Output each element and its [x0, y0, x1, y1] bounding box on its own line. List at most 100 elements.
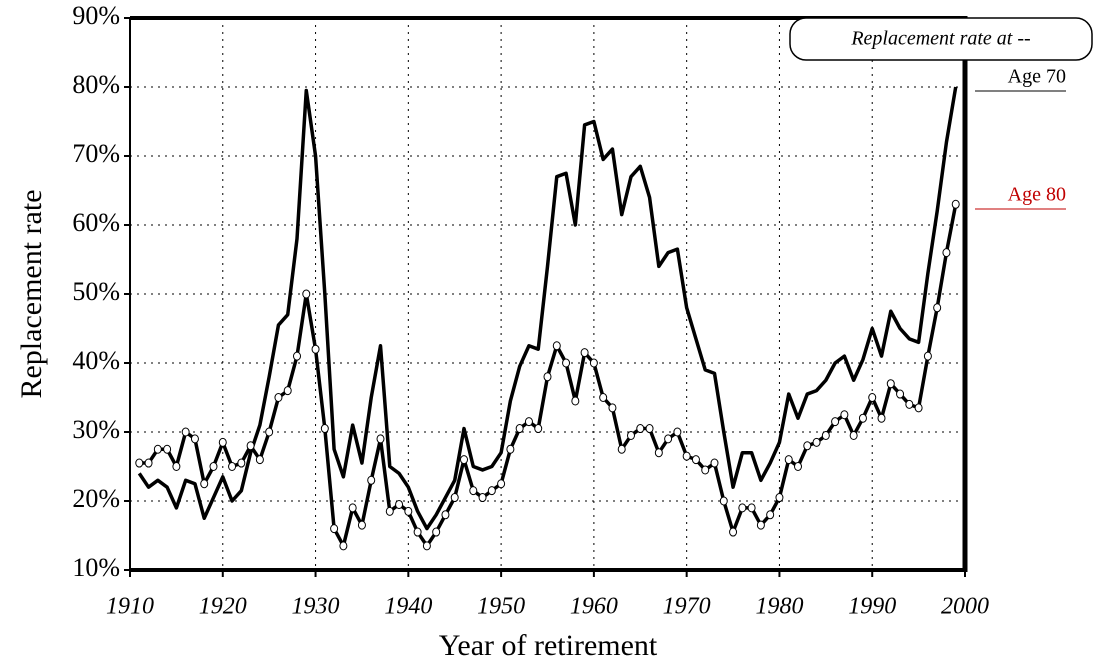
x-tick-label: 1960 — [570, 594, 618, 620]
y-tick-label: 70% — [72, 139, 120, 168]
marker — [923, 351, 932, 361]
marker — [311, 344, 320, 354]
marker — [645, 424, 654, 434]
y-tick-label: 90% — [72, 1, 120, 30]
marker — [562, 358, 571, 368]
marker — [858, 413, 867, 423]
marker — [218, 437, 227, 447]
marker — [766, 510, 775, 520]
marker — [320, 424, 329, 434]
marker — [654, 448, 663, 458]
marker — [385, 506, 394, 516]
marker — [265, 427, 274, 437]
marker — [357, 520, 366, 530]
marker — [933, 303, 942, 313]
marker — [450, 493, 459, 503]
x-tick-label: 1970 — [663, 594, 711, 620]
y-tick-label: 60% — [72, 208, 120, 237]
marker — [589, 358, 598, 368]
x-tick-label: 1920 — [199, 594, 247, 620]
marker — [840, 410, 849, 420]
marker — [339, 541, 348, 551]
marker — [144, 458, 153, 468]
y-tick-label: 20% — [72, 484, 120, 513]
marker — [849, 430, 858, 440]
y-tick-label: 30% — [72, 415, 120, 444]
marker — [255, 455, 264, 465]
marker — [738, 503, 747, 513]
marker — [951, 199, 960, 209]
y-tick-label: 80% — [72, 70, 120, 99]
marker — [701, 465, 710, 475]
legend-title: Replacement rate at -- — [850, 28, 1030, 50]
marker — [729, 527, 738, 537]
marker — [293, 351, 301, 361]
marker — [246, 441, 255, 451]
marker — [794, 462, 802, 471]
marker — [422, 541, 431, 551]
x-tick-label: 1990 — [848, 594, 896, 620]
marker — [682, 451, 691, 461]
marker — [627, 430, 635, 440]
legend-label: Age 80 — [1008, 184, 1066, 206]
marker — [942, 248, 951, 258]
marker — [348, 503, 357, 513]
marker — [404, 506, 413, 516]
marker — [775, 493, 784, 503]
marker — [691, 455, 700, 465]
marker — [831, 417, 840, 427]
marker — [172, 462, 181, 471]
marker — [710, 458, 719, 468]
marker — [395, 499, 404, 509]
marker — [487, 486, 496, 496]
marker — [719, 496, 728, 506]
marker — [571, 396, 580, 406]
marker — [135, 458, 144, 468]
legend-box — [789, 17, 1093, 61]
marker — [237, 458, 246, 468]
marker — [524, 417, 533, 427]
marker — [617, 444, 626, 454]
marker — [608, 403, 617, 413]
marker — [302, 289, 311, 299]
marker — [543, 372, 552, 382]
marker — [209, 462, 218, 471]
y-tick-label: 50% — [72, 277, 120, 306]
marker — [636, 424, 645, 434]
series-line — [137, 86, 958, 531]
marker — [190, 434, 199, 444]
marker — [664, 434, 673, 444]
y-tick-label: 10% — [72, 553, 120, 582]
marker — [534, 424, 543, 434]
marker — [821, 430, 830, 440]
marker — [460, 455, 468, 465]
y-tick-label: 40% — [72, 346, 120, 375]
marker — [803, 441, 812, 451]
marker — [478, 493, 487, 503]
marker — [580, 348, 589, 358]
x-axis-title: Year of retirement — [439, 629, 658, 662]
marker — [163, 444, 172, 454]
marker — [432, 527, 441, 537]
marker — [515, 424, 524, 434]
marker — [376, 434, 385, 444]
x-tick-label: 1950 — [477, 594, 525, 620]
marker — [283, 386, 292, 396]
marker — [228, 462, 237, 471]
marker — [413, 527, 422, 537]
x-tick-label: 1980 — [755, 594, 803, 620]
marker — [330, 524, 339, 534]
marker — [599, 393, 608, 402]
marker — [914, 403, 923, 413]
marker — [896, 389, 905, 399]
marker — [200, 479, 209, 489]
marker — [877, 413, 886, 423]
marker — [552, 341, 561, 351]
marker — [469, 486, 478, 496]
x-tick-label: 2000 — [941, 594, 989, 620]
marker — [868, 393, 877, 402]
marker — [747, 503, 756, 513]
marker — [367, 475, 376, 485]
marker — [886, 379, 895, 389]
